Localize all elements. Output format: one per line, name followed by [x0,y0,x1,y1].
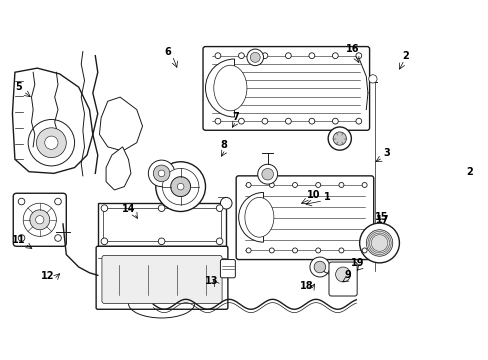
Circle shape [156,162,205,211]
Text: 1: 1 [323,192,330,202]
Circle shape [338,248,343,253]
FancyBboxPatch shape [203,46,369,130]
Circle shape [220,197,232,209]
Text: 13: 13 [204,276,218,286]
Circle shape [216,205,223,211]
Circle shape [257,164,277,184]
Circle shape [262,53,267,59]
Circle shape [37,128,66,158]
Circle shape [158,205,164,211]
Text: 2: 2 [466,167,472,177]
Text: 19: 19 [350,258,364,268]
Text: 2: 2 [402,51,408,61]
Circle shape [101,205,107,211]
Circle shape [245,183,250,188]
Text: 12: 12 [41,271,55,281]
Circle shape [55,235,61,241]
Ellipse shape [244,197,273,237]
Circle shape [18,235,25,241]
Circle shape [315,248,320,253]
Circle shape [355,118,361,124]
Text: 14: 14 [122,204,135,214]
Circle shape [215,118,221,124]
Text: 9: 9 [344,270,351,280]
Text: 17: 17 [375,215,389,225]
Text: 5: 5 [15,82,21,92]
Text: 18: 18 [299,281,313,291]
Circle shape [292,248,297,253]
Circle shape [55,198,61,205]
Circle shape [153,165,169,182]
Circle shape [332,53,338,59]
Circle shape [158,238,164,245]
FancyBboxPatch shape [220,260,235,278]
Polygon shape [99,97,142,151]
Circle shape [177,183,183,190]
Circle shape [335,267,350,282]
Circle shape [309,257,329,277]
Circle shape [30,210,50,230]
Wedge shape [205,59,234,117]
Circle shape [162,168,199,205]
Circle shape [285,118,291,124]
Bar [102,208,221,241]
Circle shape [246,49,263,66]
Circle shape [362,183,366,188]
Circle shape [262,118,267,124]
Circle shape [308,118,314,124]
Circle shape [215,53,221,59]
Circle shape [238,118,244,124]
Circle shape [238,53,244,59]
Ellipse shape [213,65,246,111]
Circle shape [170,177,190,197]
Circle shape [285,53,291,59]
Circle shape [262,168,273,180]
Circle shape [269,183,274,188]
FancyBboxPatch shape [328,262,356,296]
Text: 16: 16 [345,44,358,54]
Circle shape [359,223,399,263]
Circle shape [332,132,346,145]
Circle shape [250,53,260,62]
Text: 15: 15 [374,212,387,222]
Circle shape [362,248,366,253]
Circle shape [308,53,314,59]
Circle shape [36,216,44,224]
Circle shape [18,198,25,205]
Circle shape [313,261,325,273]
Text: 3: 3 [383,148,389,158]
Circle shape [45,136,58,149]
Circle shape [327,127,351,150]
Circle shape [355,53,361,59]
Polygon shape [106,147,131,190]
Polygon shape [12,68,93,174]
Circle shape [368,75,376,83]
Circle shape [332,118,338,124]
Circle shape [158,170,164,177]
Circle shape [245,248,250,253]
Circle shape [366,230,392,256]
Circle shape [216,238,223,245]
Bar [98,203,226,246]
Circle shape [338,183,343,188]
FancyBboxPatch shape [102,255,222,303]
FancyBboxPatch shape [236,176,373,260]
Text: 11: 11 [11,235,25,245]
Circle shape [292,183,297,188]
Text: 10: 10 [306,190,319,200]
Circle shape [315,183,320,188]
FancyBboxPatch shape [96,246,227,309]
Text: 8: 8 [220,140,227,150]
Circle shape [148,160,175,186]
Wedge shape [238,193,263,242]
Circle shape [269,248,274,253]
Circle shape [28,120,75,166]
Circle shape [101,238,107,245]
Circle shape [23,203,56,237]
Text: 6: 6 [163,46,170,57]
FancyBboxPatch shape [13,193,66,246]
Text: 7: 7 [232,112,239,122]
